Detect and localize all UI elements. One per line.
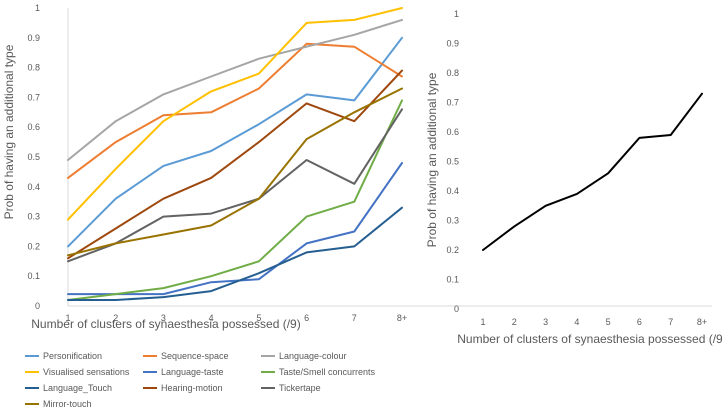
c2-y-tick: 0.6 xyxy=(446,127,459,137)
c2-y-tick: 0.3 xyxy=(446,216,459,226)
c1-x-tick: 1 xyxy=(65,313,70,323)
c1-y-tick: 0.4 xyxy=(27,182,40,192)
c1-y-tick: 1 xyxy=(35,3,40,13)
legend-label: Personification xyxy=(43,351,102,361)
legend-label: Language_Touch xyxy=(43,383,112,393)
c1-x-tick: 6 xyxy=(304,313,309,323)
c1-x-tick: 5 xyxy=(256,313,261,323)
c2-x-tick: 4 xyxy=(574,317,579,327)
legend-item: Taste/Smell concurrents xyxy=(261,367,376,377)
legend-item: Language-taste xyxy=(143,367,224,377)
left-x-axis-label: Number of clusters of synaesthesia posse… xyxy=(31,317,300,331)
legend-item: Tickertape xyxy=(261,383,321,393)
legend-label: Sequence-space xyxy=(161,351,229,361)
c1-y-tick: 0.3 xyxy=(27,212,40,222)
left-y-axis-label: Prob of having an additional type xyxy=(2,44,16,219)
series-line-mirror-touch xyxy=(67,87,403,257)
c1-x-tick: 3 xyxy=(161,313,166,323)
c2-y-tick: 0.2 xyxy=(446,245,459,255)
legend-label: Language-colour xyxy=(279,351,347,361)
left-y-ticks: 0 0.1 0.2 0.3 0.4 0.5 0.6 0.7 0.8 0.9 1 xyxy=(27,3,40,311)
c1-y-tick: 0.1 xyxy=(27,271,40,281)
c1-x-tick: 7 xyxy=(352,313,357,323)
legend-item: Sequence-space xyxy=(143,351,229,361)
c1-x-tick: 8+ xyxy=(397,313,407,323)
legend-label: Language-taste xyxy=(161,367,224,377)
c1-x-tick: 4 xyxy=(209,313,214,323)
legend-label: Visualised sensations xyxy=(43,367,130,377)
c2-y-tick: 0.5 xyxy=(446,157,459,167)
c1-y-tick: 0.8 xyxy=(27,63,40,73)
c1-y-tick: 0.5 xyxy=(27,152,40,162)
c1-x-tick: 2 xyxy=(113,313,118,323)
c2-x-tick: 2 xyxy=(512,317,517,327)
legend-item: Language-colour xyxy=(261,351,347,361)
left-chart: 00.10.20.30.40.50.60.70.80.91 1 2 3 4 5 6 7 8+ … xyxy=(2,3,712,409)
series-line-tickertape xyxy=(67,108,403,263)
right-x-axis-label: Number of clusters of synaesthesia posse… xyxy=(457,332,722,346)
c2-x-tick: 7 xyxy=(668,317,673,327)
series-line-hearing-motion xyxy=(67,69,403,260)
c1-y-tick: 0.2 xyxy=(27,241,40,251)
series-line-taste-smell-concurrents xyxy=(67,99,403,301)
right-y-axis-label: Prob of having an additional type xyxy=(425,72,439,247)
series-line-overall xyxy=(482,92,703,251)
left-legend: Personification Sequence-space Language-co… xyxy=(25,351,376,409)
right-chart: 00.10.20.30.40.50.60.70.80.91 1 2 3 4 5 6 7 8+ … xyxy=(425,9,722,346)
legend-label: Tickertape xyxy=(279,383,321,393)
legend-label: Hearing-motion xyxy=(161,383,223,393)
c2-x-tick: 8+ xyxy=(697,317,707,327)
c1-y-tick: 0.6 xyxy=(27,122,40,132)
legend-item: Mirror-touch xyxy=(25,399,92,409)
legend-label: Taste/Smell concurrents xyxy=(279,367,376,377)
c2-y-tick: 0 xyxy=(454,304,459,314)
c2-x-tick: 6 xyxy=(637,317,642,327)
right-series-lines xyxy=(482,92,703,251)
legend-item: Hearing-motion xyxy=(143,383,223,393)
c2-y-tick: 0.9 xyxy=(446,39,459,49)
c2-x-tick: 5 xyxy=(606,317,611,327)
c2-y-tick: 0.7 xyxy=(446,98,459,108)
c2-y-tick: 1 xyxy=(454,9,459,19)
c1-y-tick: 0.7 xyxy=(27,92,40,102)
left-x-ticks: 1 2 3 4 5 6 7 8+ xyxy=(65,313,407,323)
c2-x-tick: 1 xyxy=(480,317,485,327)
c2-x-tick: 3 xyxy=(543,317,548,327)
right-x-ticks: 1 2 3 4 5 6 7 8+ xyxy=(480,317,707,327)
c2-y-tick: 0.4 xyxy=(446,186,459,196)
legend-item: Personification xyxy=(25,351,102,361)
c2-y-tick: 0.1 xyxy=(446,275,459,285)
left-series-lines xyxy=(67,7,403,301)
series-line-language-colour xyxy=(67,18,403,161)
right-y-ticks: 0 0.1 0.2 0.3 0.4 0.5 0.6 0.7 0.8 0.9 1 xyxy=(446,9,459,314)
series-line-personification xyxy=(67,36,403,248)
series-line-visualised-sensations xyxy=(67,7,403,221)
legend-item: Visualised sensations xyxy=(25,367,130,377)
c2-y-tick: 0.8 xyxy=(446,68,459,78)
legend-item: Language_Touch xyxy=(25,383,112,393)
legend-label: Mirror-touch xyxy=(43,399,92,409)
c1-y-tick: 0.9 xyxy=(27,33,40,43)
series-line-sequence-space xyxy=(67,42,403,179)
series-line-language-touch xyxy=(67,206,403,301)
c1-y-tick: 0 xyxy=(35,301,40,311)
